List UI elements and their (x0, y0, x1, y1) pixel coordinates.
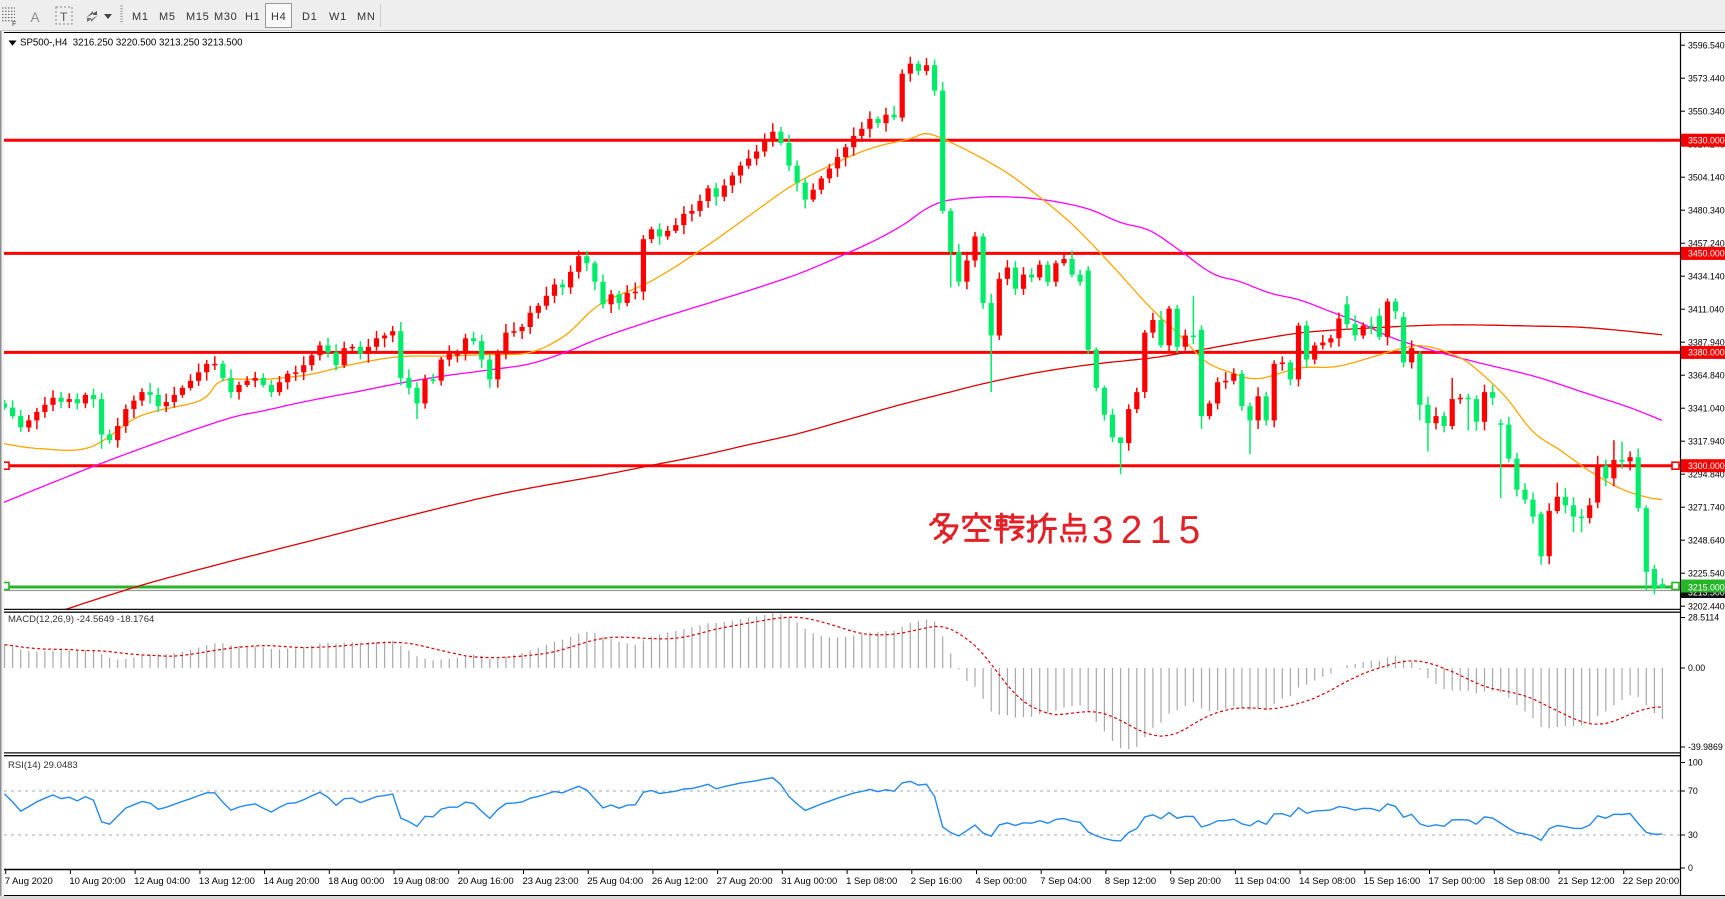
svg-text:D1: D1 (302, 11, 317, 23)
svg-text:3530.000: 3530.000 (1688, 136, 1725, 146)
svg-text:7 Aug 2020: 7 Aug 2020 (5, 876, 53, 887)
svg-text:3202.440: 3202.440 (1688, 601, 1725, 611)
svg-text:RSI(14) 29.0483: RSI(14) 29.0483 (8, 760, 78, 771)
svg-text:8 Sep 12:00: 8 Sep 12:00 (1105, 876, 1156, 887)
svg-text:2 Sep 16:00: 2 Sep 16:00 (911, 876, 962, 887)
svg-text:3450.000: 3450.000 (1688, 249, 1725, 259)
svg-text:21 Sep 12:00: 21 Sep 12:00 (1558, 876, 1615, 887)
svg-text:3434.140: 3434.140 (1688, 271, 1725, 281)
svg-text:3341.040: 3341.040 (1688, 403, 1725, 413)
svg-text:3380.000: 3380.000 (1688, 348, 1725, 358)
svg-text:4 Sep 00:00: 4 Sep 00:00 (976, 876, 1027, 887)
svg-text:3573.440: 3573.440 (1688, 73, 1725, 83)
svg-text:18 Aug 00:00: 18 Aug 00:00 (328, 876, 384, 887)
svg-text:3213.500: 3213.500 (1688, 588, 1725, 598)
svg-text:14 Sep 08:00: 14 Sep 08:00 (1299, 876, 1356, 887)
svg-text:28.5114: 28.5114 (1688, 613, 1719, 623)
svg-text:3294.840: 3294.840 (1688, 469, 1725, 479)
svg-text:3248.640: 3248.640 (1688, 535, 1725, 545)
svg-text:3300.000: 3300.000 (1688, 461, 1725, 471)
svg-text:15 Sep 16:00: 15 Sep 16:00 (1364, 876, 1421, 887)
svg-text:17 Sep 00:00: 17 Sep 00:00 (1429, 876, 1486, 887)
svg-text:W1: W1 (329, 11, 347, 23)
svg-text:H4: H4 (271, 11, 286, 23)
svg-text:MN: MN (357, 11, 376, 23)
svg-text:3411.040: 3411.040 (1688, 304, 1724, 314)
svg-text:3271.740: 3271.740 (1688, 502, 1725, 512)
svg-text:23 Aug 23:00: 23 Aug 23:00 (523, 876, 579, 887)
svg-text:30: 30 (1688, 830, 1698, 840)
svg-text:25 Aug 04:00: 25 Aug 04:00 (587, 876, 643, 887)
svg-text:20 Aug 16:00: 20 Aug 16:00 (458, 876, 514, 887)
svg-text:T: T (60, 10, 68, 24)
svg-text:3387.940: 3387.940 (1688, 337, 1725, 347)
svg-text:-39.9869: -39.9869 (1688, 742, 1723, 752)
svg-text:27 Aug 20:00: 27 Aug 20:00 (717, 876, 773, 887)
svg-text:10 Aug 20:00: 10 Aug 20:00 (69, 876, 125, 887)
svg-text:M5: M5 (159, 11, 176, 23)
svg-text:M1: M1 (132, 11, 149, 23)
svg-text:A: A (31, 10, 40, 25)
svg-text:7 Sep 04:00: 7 Sep 04:00 (1040, 876, 1091, 887)
svg-text:3457.240: 3457.240 (1688, 238, 1725, 248)
svg-text:11 Sep 04:00: 11 Sep 04:00 (1234, 876, 1290, 887)
svg-text:14 Aug 20:00: 14 Aug 20:00 (264, 876, 320, 887)
svg-text:9 Sep 20:00: 9 Sep 20:00 (1170, 876, 1221, 887)
svg-text:M30: M30 (214, 11, 238, 23)
svg-text:3215.000: 3215.000 (1688, 582, 1725, 592)
svg-text:F: F (12, 21, 16, 28)
svg-text:13 Aug 12:00: 13 Aug 12:00 (199, 876, 255, 887)
svg-text:MACD(12,26,9) -24.5649 -18.176: MACD(12,26,9) -24.5649 -18.1764 (8, 614, 154, 625)
svg-text:18 Sep 08:00: 18 Sep 08:00 (1493, 876, 1550, 887)
svg-text:3225.540: 3225.540 (1688, 568, 1725, 578)
svg-text:0.00: 0.00 (1688, 663, 1705, 673)
svg-text:3317.940: 3317.940 (1688, 436, 1725, 446)
svg-text:H1: H1 (245, 11, 260, 23)
svg-text:3550.340: 3550.340 (1688, 106, 1725, 116)
svg-text:26 Aug 12:00: 26 Aug 12:00 (652, 876, 708, 887)
svg-text:31 Aug 00:00: 31 Aug 00:00 (781, 876, 837, 887)
svg-text:19 Aug 08:00: 19 Aug 08:00 (393, 876, 449, 887)
svg-text:70: 70 (1688, 786, 1698, 796)
svg-text:100: 100 (1688, 758, 1703, 768)
svg-text:3504.140: 3504.140 (1688, 172, 1725, 182)
svg-text:0: 0 (1688, 863, 1693, 873)
svg-text:1 Sep 08:00: 1 Sep 08:00 (846, 876, 897, 887)
svg-text:SP500-,H4 3216.250 3220.500 3: SP500-,H4 3216.250 3220.500 3213.250 321… (20, 37, 243, 48)
svg-text:3364.840: 3364.840 (1688, 370, 1725, 380)
svg-text:3596.540: 3596.540 (1688, 40, 1725, 50)
svg-text:M15: M15 (186, 11, 210, 23)
svg-text:3480.340: 3480.340 (1688, 205, 1725, 215)
svg-text:22 Sep 20:00: 22 Sep 20:00 (1623, 876, 1680, 887)
svg-text:12 Aug 04:00: 12 Aug 04:00 (134, 876, 190, 887)
svg-text:3215: 3215 (1092, 509, 1208, 552)
